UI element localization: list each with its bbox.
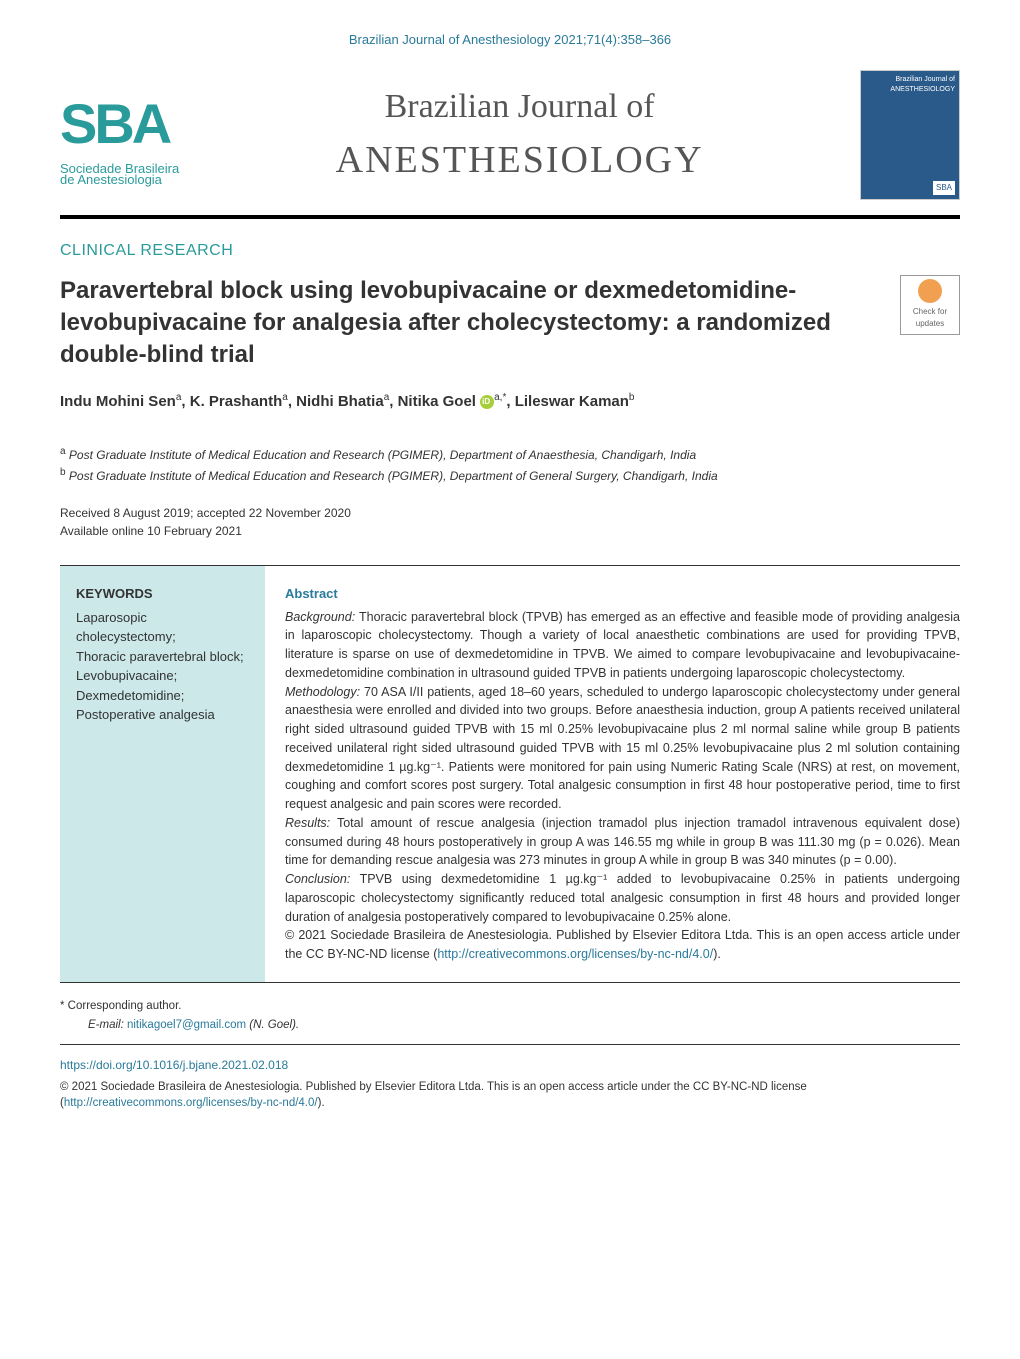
abstract-heading: Abstract xyxy=(285,584,960,604)
section-label: CLINICAL RESEARCH xyxy=(60,239,960,263)
article-dates: Received 8 August 2019; accepted 22 Nove… xyxy=(60,504,960,540)
abstract-results: Results: Total amount of rescue analgesi… xyxy=(285,814,960,870)
conclusion-label: Conclusion: xyxy=(285,872,350,886)
cover-logo: SBA xyxy=(933,181,955,195)
received-date: Received 8 August 2019; accepted 22 Nove… xyxy=(60,504,960,522)
conclusion-text: TPVB using dexmedetomidine 1 µg.kg⁻¹ add… xyxy=(285,872,960,924)
updates-label: Check for updates xyxy=(901,306,959,330)
footer-copyright: © 2021 Sociedade Brasileira de Anestesio… xyxy=(60,1079,960,1111)
logo-line2: de Anestesiologia xyxy=(60,172,162,188)
license-link[interactable]: http://creativecommons.org/licenses/by-n… xyxy=(437,947,713,961)
updates-icon xyxy=(918,279,942,303)
author: Lileswar Kamanb xyxy=(515,393,635,410)
background-text: Thoracic paravertebral block (TPVB) has … xyxy=(285,610,960,680)
doi-link[interactable]: https://doi.org/10.1016/j.bjane.2021.02.… xyxy=(60,1058,288,1072)
keywords-box: KEYWORDS Laparosopic cholecystectomy;Tho… xyxy=(60,566,265,982)
copyright-close: ). xyxy=(713,947,721,961)
keywords-list: Laparosopic cholecystectomy;Thoracic par… xyxy=(76,608,249,725)
journal-cover-thumbnail: Brazilian Journal of ANESTHESIOLOGY SBA xyxy=(860,70,960,200)
author: K. Prashantha xyxy=(190,393,288,410)
results-text: Total amount of rescue analgesia (inject… xyxy=(285,816,960,868)
title-row: Paravertebral block using levobupivacain… xyxy=(60,275,960,372)
author: Nitika Goel a,* xyxy=(398,393,507,410)
orcid-icon[interactable] xyxy=(480,395,494,409)
corresponding-name: (N. Goel). xyxy=(249,1019,299,1031)
abstract-background: Background: Thoracic paravertebral block… xyxy=(285,608,960,683)
methodology-text: 70 ASA I/II patients, aged 18–60 years, … xyxy=(285,685,960,812)
journal-title-line2: ANESTHESIOLOGY xyxy=(179,132,860,189)
affiliations: a Post Graduate Institute of Medical Edu… xyxy=(60,444,960,486)
author: Nidhi Bhatiaa xyxy=(296,393,389,410)
cover-title: Brazilian Journal of ANESTHESIOLOGY xyxy=(865,75,955,96)
background-label: Background: xyxy=(285,610,355,624)
results-label: Results: xyxy=(285,816,330,830)
check-updates-badge[interactable]: Check for updates xyxy=(900,275,960,335)
footer-license-link[interactable]: http://creativecommons.org/licenses/by-n… xyxy=(64,1097,318,1109)
abstract-container: KEYWORDS Laparosopic cholecystectomy;Tho… xyxy=(60,565,960,983)
footer-close: ). xyxy=(318,1097,325,1109)
journal-citation: Brazilian Journal of Anesthesiology 2021… xyxy=(60,30,960,50)
email-label: E-mail: xyxy=(88,1019,124,1031)
footer-divider xyxy=(60,1044,960,1045)
affiliation: a Post Graduate Institute of Medical Edu… xyxy=(60,444,960,465)
authors-list: Indu Mohini Sena, K. Prashantha, Nidhi B… xyxy=(60,390,960,414)
journal-title: Brazilian Journal of ANESTHESIOLOGY xyxy=(179,81,860,189)
corresponding-email: E-mail: nitikagoel7@gmail.com (N. Goel). xyxy=(88,1017,960,1034)
journal-header: SBA Sociedade Brasileira de Anestesiolog… xyxy=(60,70,960,219)
abstract-methodology: Methodology: 70 ASA I/II patients, aged … xyxy=(285,683,960,814)
affiliation: b Post Graduate Institute of Medical Edu… xyxy=(60,465,960,486)
email-link[interactable]: nitikagoel7@gmail.com xyxy=(127,1019,246,1031)
abstract-conclusion: Conclusion: TPVB using dexmedetomidine 1… xyxy=(285,870,960,926)
methodology-label: Methodology: xyxy=(285,685,360,699)
corresponding-author-label: * Corresponding author. xyxy=(60,998,960,1015)
keywords-heading: KEYWORDS xyxy=(76,584,249,604)
abstract-box: Abstract Background: Thoracic paraverteb… xyxy=(265,566,960,982)
logo-abbrev: SBA xyxy=(60,82,169,166)
author: Indu Mohini Sena xyxy=(60,393,181,410)
abstract-copyright: © 2021 Sociedade Brasileira de Anestesio… xyxy=(285,926,960,964)
available-date: Available online 10 February 2021 xyxy=(60,522,960,540)
society-logo: SBA Sociedade Brasileira de Anestesiolog… xyxy=(60,82,179,187)
journal-title-line1: Brazilian Journal of xyxy=(179,81,860,132)
article-title: Paravertebral block using levobupivacain… xyxy=(60,275,880,372)
